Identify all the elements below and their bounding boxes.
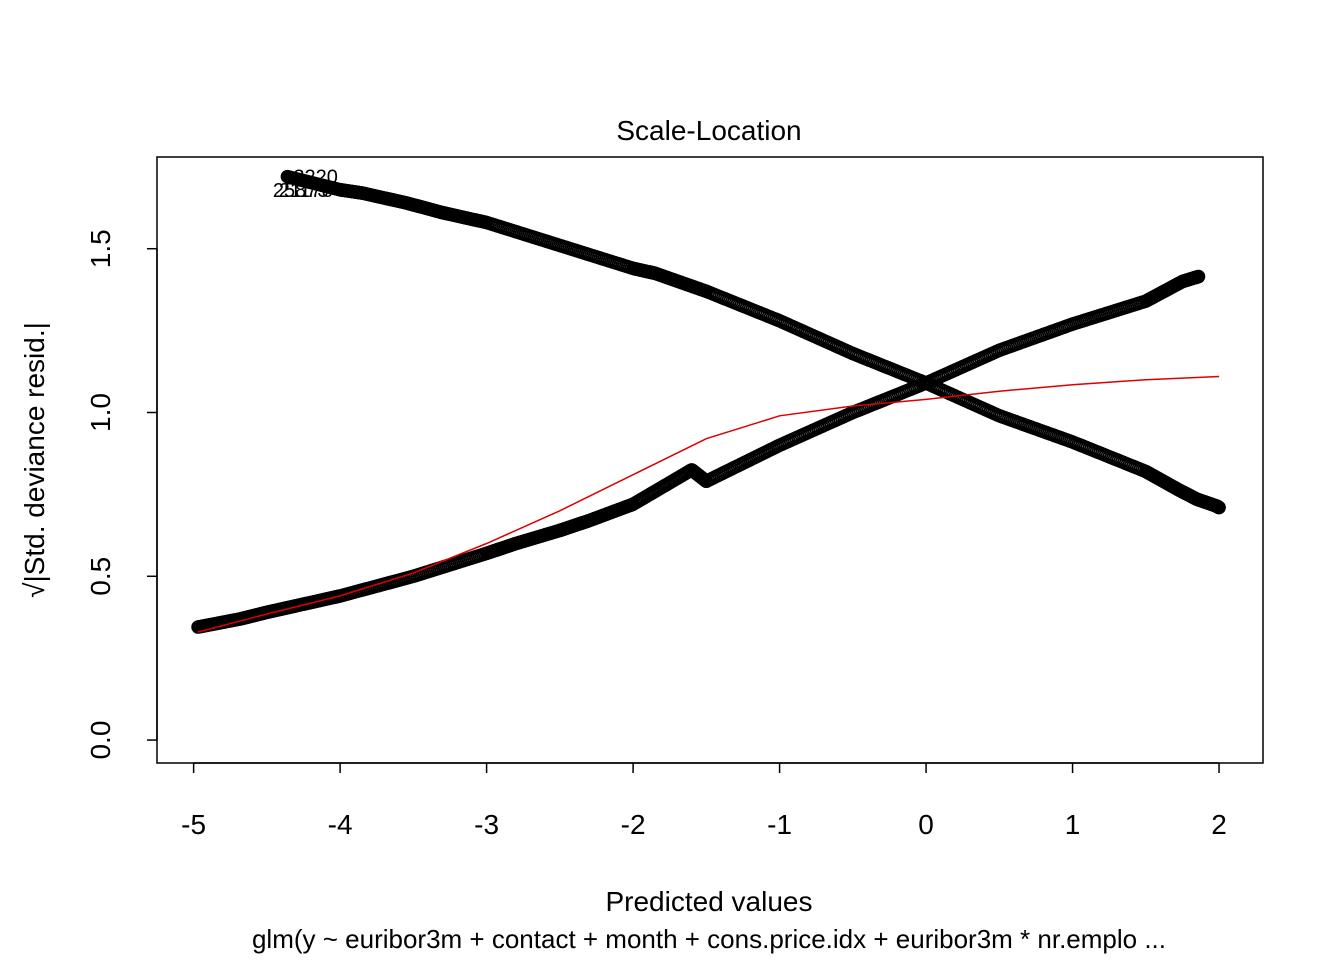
y-tick-label: 1.5	[85, 229, 116, 268]
smooth-line	[197, 375, 1220, 633]
x-tick-label: -2	[621, 809, 646, 840]
y-axis: 0.0 0.5 1.0 1.5	[85, 229, 158, 760]
plot-frame	[156, 156, 1264, 764]
x-tick-label: -3	[474, 809, 499, 840]
point-label: 25873	[273, 180, 329, 202]
data-point	[1191, 269, 1206, 284]
x-tick-label: -4	[328, 809, 353, 840]
y-axis-label: √|Std. deviance resid.|	[19, 322, 50, 598]
point-label: 3220	[293, 167, 338, 189]
y-tick-label: 0.5	[85, 557, 116, 596]
x-tick-label: 0	[918, 809, 934, 840]
smooth-line-group	[197, 375, 1220, 633]
x-axis-label: Predicted values	[605, 886, 812, 917]
point-label: 21178	[279, 180, 333, 202]
data-point	[1212, 500, 1226, 515]
model-subtitle: glm(y ~ euribor3m + contact + month + co…	[252, 924, 1166, 954]
x-axis: -5 -4 -3 -2 -1 0 1 2	[181, 762, 1227, 840]
x-tick-label: 2	[1211, 809, 1227, 840]
y-tick-label: 1.0	[85, 393, 116, 432]
x-tick-label: -1	[767, 809, 792, 840]
data-points	[191, 169, 1226, 634]
x-tick-label: 1	[1065, 809, 1081, 840]
x-tick-label: -5	[181, 809, 206, 840]
y-tick-label: 0.0	[85, 721, 116, 760]
chart-title: Scale-Location	[616, 115, 801, 146]
